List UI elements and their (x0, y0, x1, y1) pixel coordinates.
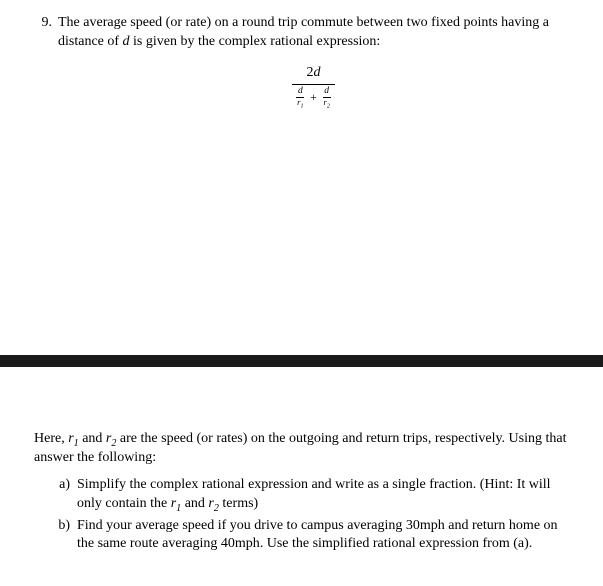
page-break-bar (0, 355, 603, 367)
ctx-pre: Here, (34, 431, 68, 446)
pa-pre: Simplify the complex rational expression… (77, 477, 551, 511)
ctx-r1: r1 (68, 431, 79, 446)
den-term-1: d r1 (296, 87, 304, 107)
num-coeff: 2 (307, 65, 314, 80)
d1-den: r1 (296, 98, 304, 107)
pa-r1: r1 (171, 496, 182, 511)
problem-number: 9. (34, 14, 52, 107)
statement-post: is given by the complex rational express… (130, 34, 381, 49)
problem-statement: The average speed (or rate) on a round t… (58, 14, 569, 107)
variable-d: d (123, 34, 130, 49)
part-a-label: a) (54, 476, 70, 514)
d2-den-sub: 2 (327, 103, 330, 109)
ctx-mid: and (79, 431, 106, 446)
page-top-section: 9. The average speed (or rate) on a roun… (0, 0, 603, 107)
plus-sign: + (307, 89, 320, 105)
part-b-text: Find your average speed if you drive to … (77, 517, 569, 555)
part-a-text: Simplify the complex rational expression… (77, 476, 569, 514)
cf-denominator: d r1 + d r2 (292, 85, 335, 107)
page-bottom-section: Here, r1 and r2 are the speed (or rates)… (0, 430, 603, 554)
pa-r2: r2 (208, 496, 219, 511)
part-b-label: b) (54, 517, 70, 555)
cf-numerator: 2d (292, 64, 335, 85)
problem-9: 9. The average speed (or rate) on a roun… (34, 14, 569, 107)
context-line: Here, r1 and r2 are the speed (or rates)… (34, 430, 569, 468)
part-a: a) Simplify the complex rational express… (54, 476, 569, 514)
formula: 2d d r1 + d r2 (58, 64, 569, 107)
part-b: b) Find your average speed if you drive … (54, 517, 569, 555)
d1-den-sub: 1 (300, 103, 303, 109)
den-term-2: d r2 (323, 87, 331, 107)
subparts-list: a) Simplify the complex rational express… (34, 476, 569, 555)
ctx-r2: r2 (106, 431, 117, 446)
pa-mid: and (181, 496, 208, 511)
complex-fraction: 2d d r1 + d r2 (292, 64, 335, 107)
num-var: d (314, 65, 321, 80)
pa-post: terms) (219, 496, 258, 511)
d2-den: r2 (323, 98, 331, 107)
